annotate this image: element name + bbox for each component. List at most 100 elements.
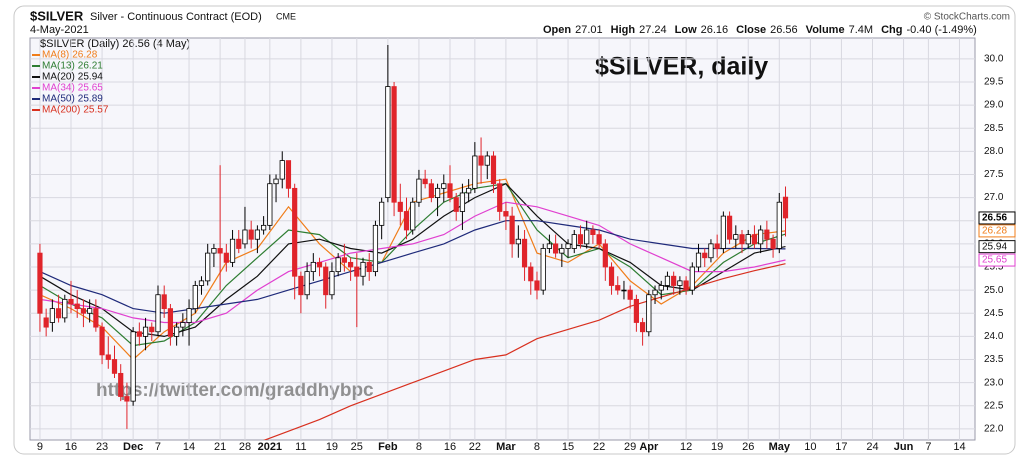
legend-value: 25.65 — [78, 83, 103, 94]
stat-label: Close — [736, 24, 766, 36]
stat-label: Chg — [881, 24, 902, 36]
candle-body — [677, 280, 683, 286]
candle-body — [540, 248, 546, 291]
candle-body — [43, 317, 49, 328]
x-tick-label: 26 — [742, 441, 754, 453]
candle-body — [652, 289, 658, 296]
candle-body — [372, 224, 379, 273]
candle-body — [472, 155, 478, 189]
candle-body — [93, 308, 99, 328]
candle-body — [167, 308, 174, 337]
candle-body — [658, 285, 664, 291]
candle-body — [640, 322, 646, 333]
candle-body — [130, 331, 136, 402]
candle-body — [347, 261, 354, 268]
candle-body — [242, 229, 248, 245]
candle-body — [565, 243, 571, 249]
x-tick-label: 10 — [804, 441, 816, 453]
x-tick-label: 24 — [866, 441, 878, 453]
candle-body — [751, 234, 758, 245]
candle-body — [180, 322, 186, 328]
x-tick-label: Feb — [378, 441, 398, 453]
x-tick-label: 9 — [37, 441, 43, 453]
candle-body — [37, 252, 43, 314]
candle-body — [316, 261, 323, 268]
candle-body — [782, 196, 789, 219]
chart-title: $SILVER, daily — [595, 53, 768, 81]
candle-body — [428, 183, 434, 198]
candle-body — [702, 252, 708, 259]
legend-value: 26.28 — [72, 50, 97, 61]
candle-body — [118, 372, 124, 397]
candle-body — [136, 331, 142, 337]
candle-body — [671, 275, 677, 286]
legend-value: 25.57 — [83, 105, 108, 116]
x-tick-label: Apr — [639, 441, 659, 453]
stat-value: 27.24 — [639, 24, 667, 36]
value-tag-box — [978, 240, 1016, 254]
candle-body — [490, 155, 497, 185]
candle-body — [745, 234, 751, 245]
x-tick-label: 2021 — [258, 441, 282, 453]
candle-body — [211, 248, 217, 254]
candle-body — [229, 238, 236, 263]
y-tick-label: 27.0 — [984, 192, 1004, 203]
candle-body — [726, 215, 733, 240]
y-tick-label: 30.0 — [984, 53, 1004, 64]
candle-body — [646, 294, 652, 333]
candle-body — [74, 303, 80, 310]
x-tick-label: Mar — [496, 441, 516, 453]
candle-body — [708, 243, 714, 259]
x-tick-label: 17 — [835, 441, 847, 453]
candle-body — [236, 238, 242, 249]
candle-body — [484, 155, 490, 166]
x-tick-label: 8 — [416, 441, 422, 453]
x-tick-label: 11 — [295, 441, 306, 453]
stat-value: 26.56 — [770, 24, 798, 36]
candle-body — [733, 234, 739, 240]
stat-label: High — [611, 24, 636, 36]
candle-body — [366, 261, 372, 273]
candle-body — [689, 266, 695, 291]
candle-body — [770, 238, 776, 249]
date: 4-May-2021 — [30, 24, 89, 36]
candle-body — [571, 234, 577, 249]
x-tick-label: 22 — [469, 441, 481, 453]
y-tick-label: 28.5 — [984, 123, 1004, 134]
candle-body — [633, 298, 639, 323]
y-tick-label: 24.5 — [984, 308, 1004, 319]
candle-body — [478, 155, 484, 166]
candle-body — [155, 294, 161, 333]
stat-label: Open — [543, 24, 571, 36]
candle-body — [261, 224, 267, 231]
candle-body — [714, 243, 720, 249]
x-tick-label: 14 — [953, 441, 965, 453]
stat-label: Low — [675, 24, 697, 36]
candle-body — [310, 261, 316, 273]
legend-name: MA(200) — [42, 105, 80, 116]
candle-body — [695, 252, 702, 268]
y-tick-label: 25.5 — [984, 262, 1004, 273]
candle-body — [304, 271, 310, 296]
stat-value: -0.40 (-1.49%) — [906, 24, 976, 36]
y-tick-label: 27.5 — [984, 169, 1004, 180]
candle-body — [521, 238, 528, 268]
candle-body — [186, 308, 192, 323]
candle-body — [267, 183, 273, 226]
candle-body — [720, 215, 726, 249]
value-tag: 26.28 — [982, 226, 1007, 237]
candle-body — [205, 252, 211, 282]
candle-body — [198, 280, 205, 286]
x-tick-label: 16 — [65, 441, 77, 453]
candle-body — [142, 326, 149, 337]
candle-body — [62, 298, 68, 319]
candle-body — [466, 187, 472, 194]
y-tick-label: 23.0 — [984, 377, 1004, 388]
ma-line — [263, 263, 786, 440]
y-tick-label: 28.0 — [984, 146, 1004, 157]
x-tick-label: 29 — [624, 441, 636, 453]
x-tick-label: 25 — [351, 441, 363, 453]
legend-value: 25.89 — [78, 94, 103, 105]
